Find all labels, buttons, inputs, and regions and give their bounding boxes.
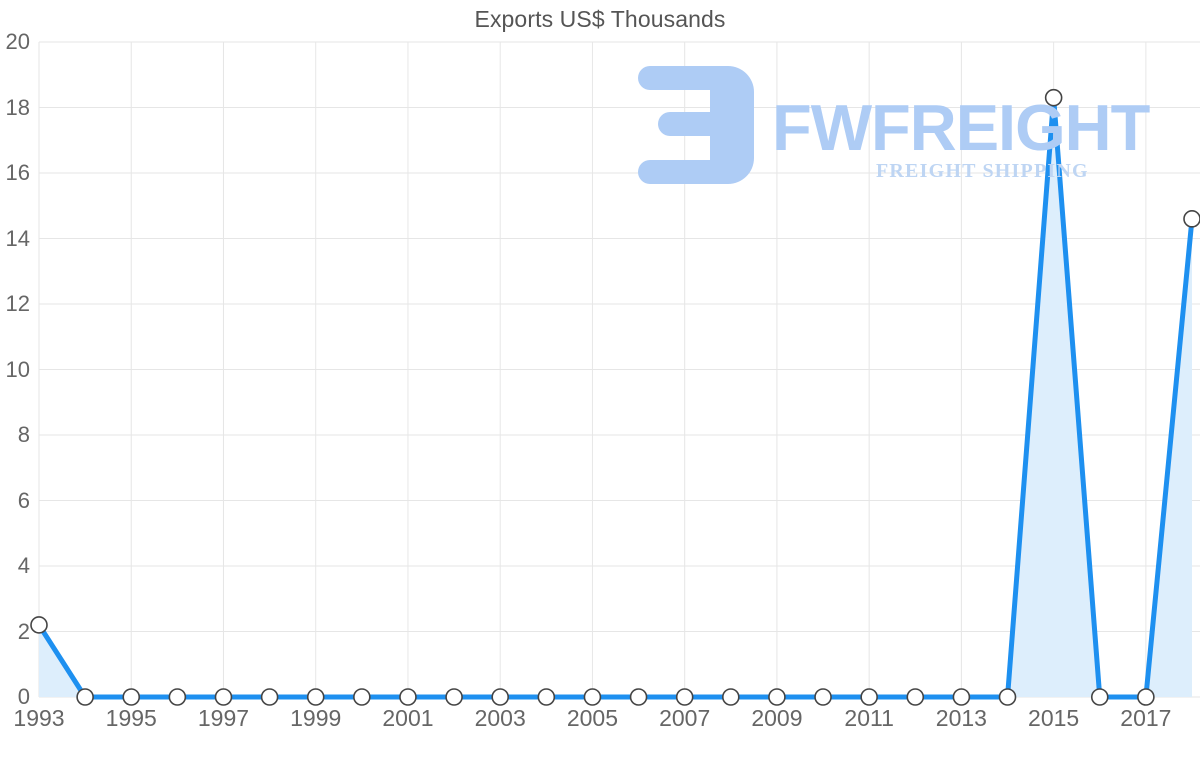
x-axis-tick-label: 2001 bbox=[382, 705, 434, 731]
data-point-marker[interactable] bbox=[1090, 688, 1109, 706]
data-point-marker[interactable] bbox=[214, 688, 233, 706]
data-point-marker[interactable] bbox=[537, 688, 556, 706]
data-point-marker[interactable] bbox=[76, 688, 94, 706]
data-point-marker[interactable] bbox=[30, 616, 48, 634]
data-point-marker[interactable] bbox=[629, 688, 648, 706]
data-point-marker[interactable] bbox=[814, 688, 832, 706]
data-point-marker[interactable] bbox=[491, 688, 510, 706]
x-axis-tick-label: 2003 bbox=[474, 705, 526, 731]
data-point-marker[interactable] bbox=[721, 688, 740, 706]
y-axis-tick-label: 8 bbox=[17, 422, 30, 447]
chart-title: Exports US$ Thousands bbox=[474, 6, 726, 32]
x-axis-tick-label: 2015 bbox=[1028, 705, 1080, 731]
y-axis-tick-label: 18 bbox=[5, 94, 30, 120]
x-axis-tick-label: 2013 bbox=[935, 705, 987, 731]
data-point-marker[interactable] bbox=[583, 688, 602, 706]
series-area-fill bbox=[39, 97, 1192, 698]
x-axis-tick-label: 2017 bbox=[1120, 705, 1172, 731]
x-axis-tick-label: 1995 bbox=[105, 705, 157, 731]
data-point-marker[interactable] bbox=[260, 688, 279, 706]
data-point-marker[interactable] bbox=[906, 688, 925, 706]
horizontal-gridlines bbox=[39, 41, 1200, 698]
data-point-marker[interactable] bbox=[860, 688, 878, 706]
data-point-marker[interactable] bbox=[168, 688, 187, 706]
x-axis-tick-label: 1993 bbox=[13, 705, 65, 731]
data-point-marker[interactable] bbox=[1183, 210, 1200, 228]
data-point-marker[interactable] bbox=[1137, 688, 1155, 706]
data-point-marker[interactable] bbox=[399, 688, 417, 706]
data-point-marker[interactable] bbox=[952, 688, 971, 706]
x-axis-tick-label: 1997 bbox=[197, 705, 250, 731]
x-axis-tick-label: 2007 bbox=[659, 705, 711, 731]
y-axis-tick-label: 4 bbox=[17, 553, 30, 578]
y-axis-tick-label: 14 bbox=[5, 225, 30, 251]
data-point-marker[interactable] bbox=[306, 688, 325, 706]
data-point-marker[interactable] bbox=[122, 688, 141, 706]
data-point-marker[interactable] bbox=[445, 688, 463, 706]
y-axis-tick-label: 10 bbox=[5, 356, 30, 382]
data-point-marker[interactable] bbox=[1044, 88, 1063, 107]
y-axis-tick-label: 6 bbox=[17, 487, 30, 513]
y-axis-tick-label: 2 bbox=[17, 618, 30, 644]
x-axis-tick-label: 2009 bbox=[751, 705, 803, 731]
y-axis-tick-label: 0 bbox=[17, 684, 30, 709]
x-axis-tick-label: 2011 bbox=[844, 705, 894, 731]
data-point-marker[interactable] bbox=[998, 688, 1017, 706]
x-axis-tick-label: 2005 bbox=[566, 705, 619, 731]
y-axis-tick-label: 16 bbox=[5, 160, 30, 185]
y-axis-tick-label: 20 bbox=[5, 29, 30, 54]
series-markers[interactable] bbox=[30, 88, 1200, 706]
data-point-marker[interactable] bbox=[353, 688, 371, 706]
vertical-gridlines bbox=[38, 42, 1147, 697]
x-axis-tick-label: 1999 bbox=[290, 705, 342, 731]
data-point-marker[interactable] bbox=[675, 688, 694, 706]
data-point-marker[interactable] bbox=[768, 688, 786, 706]
y-axis-tick-label: 12 bbox=[5, 291, 30, 316]
